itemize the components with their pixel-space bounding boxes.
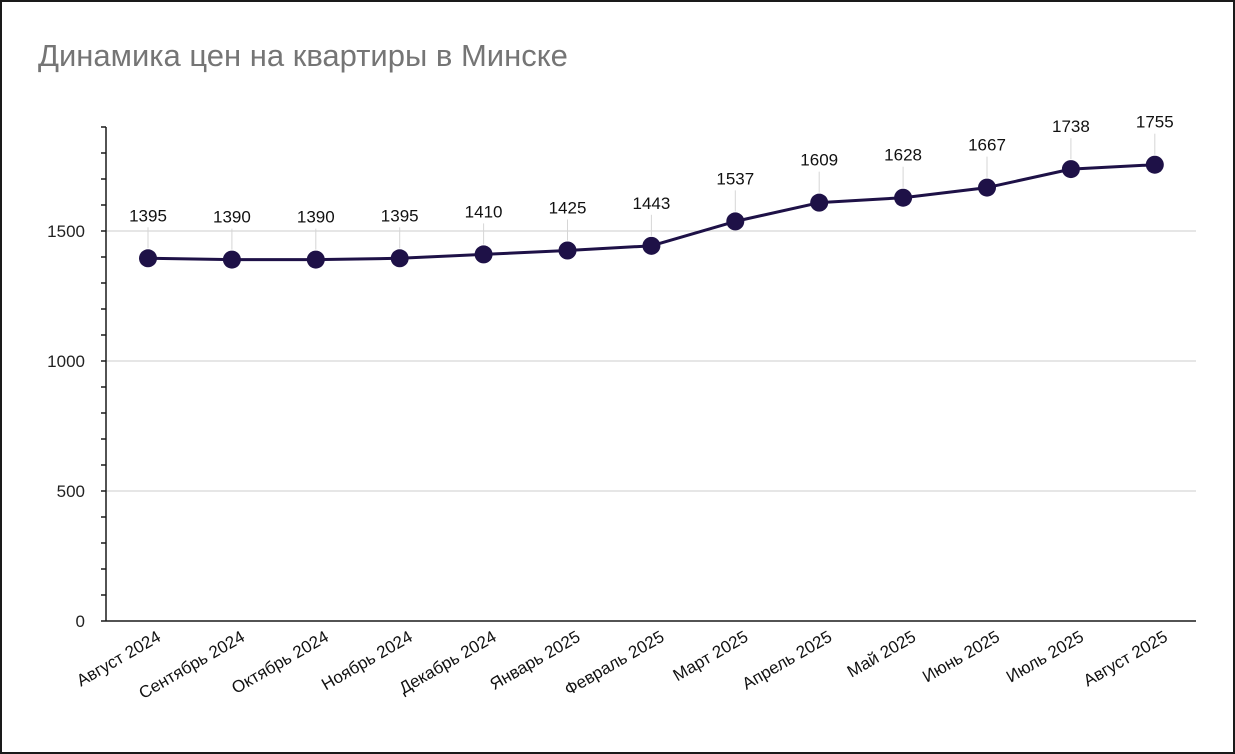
data-point — [1061, 160, 1080, 179]
axes — [101, 126, 1196, 622]
data-labels: 1395 1390 1390 1395 1410 1425 1443 1537 1609 1628… — [129, 113, 1174, 250]
x-tick-label: Июнь 2025 — [919, 627, 1003, 686]
data-point — [222, 250, 241, 269]
data-point — [474, 245, 493, 264]
x-tick-label: Июль 2025 — [1003, 627, 1087, 686]
data-point — [139, 249, 157, 268]
y-tick-label-1000: 1000 — [47, 352, 85, 371]
data-point — [978, 178, 996, 197]
data-point — [894, 188, 913, 207]
data-point — [810, 193, 829, 212]
y-tick-label-0: 0 — [76, 612, 85, 631]
data-label: 1395 — [129, 206, 167, 225]
data-point — [390, 249, 409, 268]
y-axis-labels: 0 500 1000 1500 — [47, 222, 85, 631]
data-label: 1410 — [465, 202, 503, 221]
x-tick-label: Август 2025 — [1080, 627, 1171, 690]
data-label: 1395 — [381, 206, 419, 225]
y-tick-label-500: 500 — [57, 482, 85, 501]
data-point — [726, 212, 745, 231]
data-label: 1425 — [549, 199, 587, 218]
data-point — [558, 241, 577, 260]
data-label: 1755 — [1136, 113, 1174, 132]
data-label: 1738 — [1052, 117, 1090, 136]
data-label: 1390 — [213, 208, 251, 227]
y-tick-label-1500: 1500 — [47, 222, 85, 241]
series — [139, 155, 1164, 269]
data-label: 1390 — [297, 208, 335, 227]
data-label: 1609 — [800, 151, 838, 170]
data-label: 1628 — [884, 146, 922, 165]
chart-title: Динамика цен на квартиры в Минске — [38, 38, 568, 73]
data-point — [306, 250, 325, 269]
data-label: 1667 — [968, 136, 1006, 155]
data-point — [1145, 155, 1164, 174]
data-point — [642, 236, 661, 255]
x-tick-label: Май 2025 — [844, 627, 919, 681]
x-tick-label: Апрель 2025 — [739, 627, 835, 694]
data-label: 1537 — [716, 169, 754, 188]
data-label: 1443 — [632, 194, 670, 213]
gridlines — [106, 230, 1196, 492]
